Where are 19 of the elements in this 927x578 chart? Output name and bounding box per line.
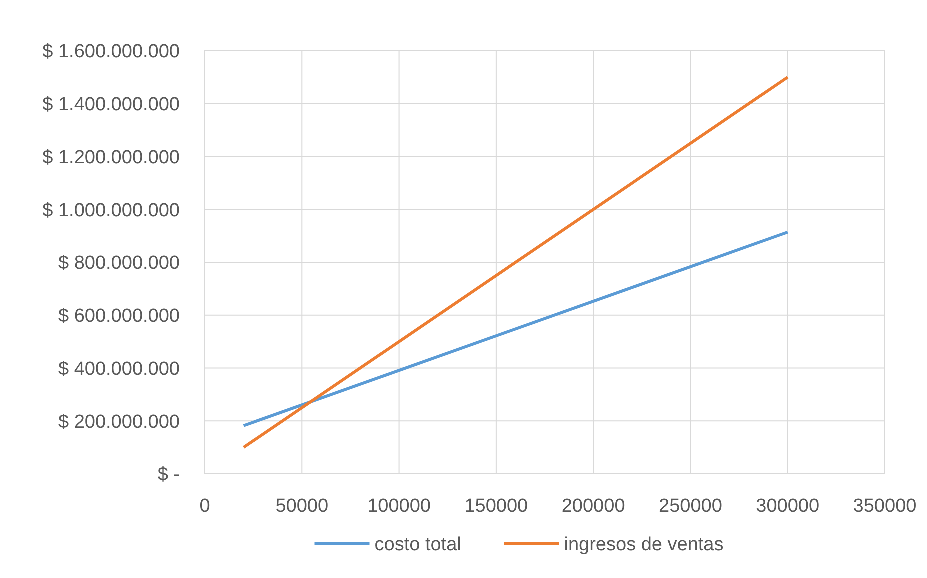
y-tick-label: $ 800.000.000 bbox=[58, 253, 180, 274]
x-tick-label: 350000 bbox=[853, 496, 917, 517]
y-tick-label: $ 1.400.000.000 bbox=[42, 94, 180, 116]
y-tick-label: $ 1.200.000.000 bbox=[42, 147, 180, 168]
x-tick-label: 250000 bbox=[659, 496, 722, 517]
x-tick-label: 150000 bbox=[464, 496, 528, 517]
x-tick-label: 200000 bbox=[562, 496, 626, 517]
y-tick-label: $ 1.000.000.000 bbox=[42, 200, 180, 222]
y-tick-label: $ 1.600.000.000 bbox=[42, 42, 180, 63]
x-tick-label: 300000 bbox=[756, 496, 820, 517]
legend-label: costo total bbox=[374, 534, 462, 556]
y-tick-label: $ 400.000.000 bbox=[58, 358, 180, 380]
x-tick-label: 0 bbox=[200, 496, 210, 517]
y-tick-label: $ 200.000.000 bbox=[58, 412, 180, 433]
x-tick-label: 50000 bbox=[276, 496, 329, 517]
x-tick-label: 100000 bbox=[368, 496, 431, 517]
legend-label: ingresos de ventas bbox=[564, 534, 724, 556]
y-tick-label: $ 600.000.000 bbox=[58, 306, 180, 328]
y-tick-label: $ - bbox=[158, 464, 180, 486]
